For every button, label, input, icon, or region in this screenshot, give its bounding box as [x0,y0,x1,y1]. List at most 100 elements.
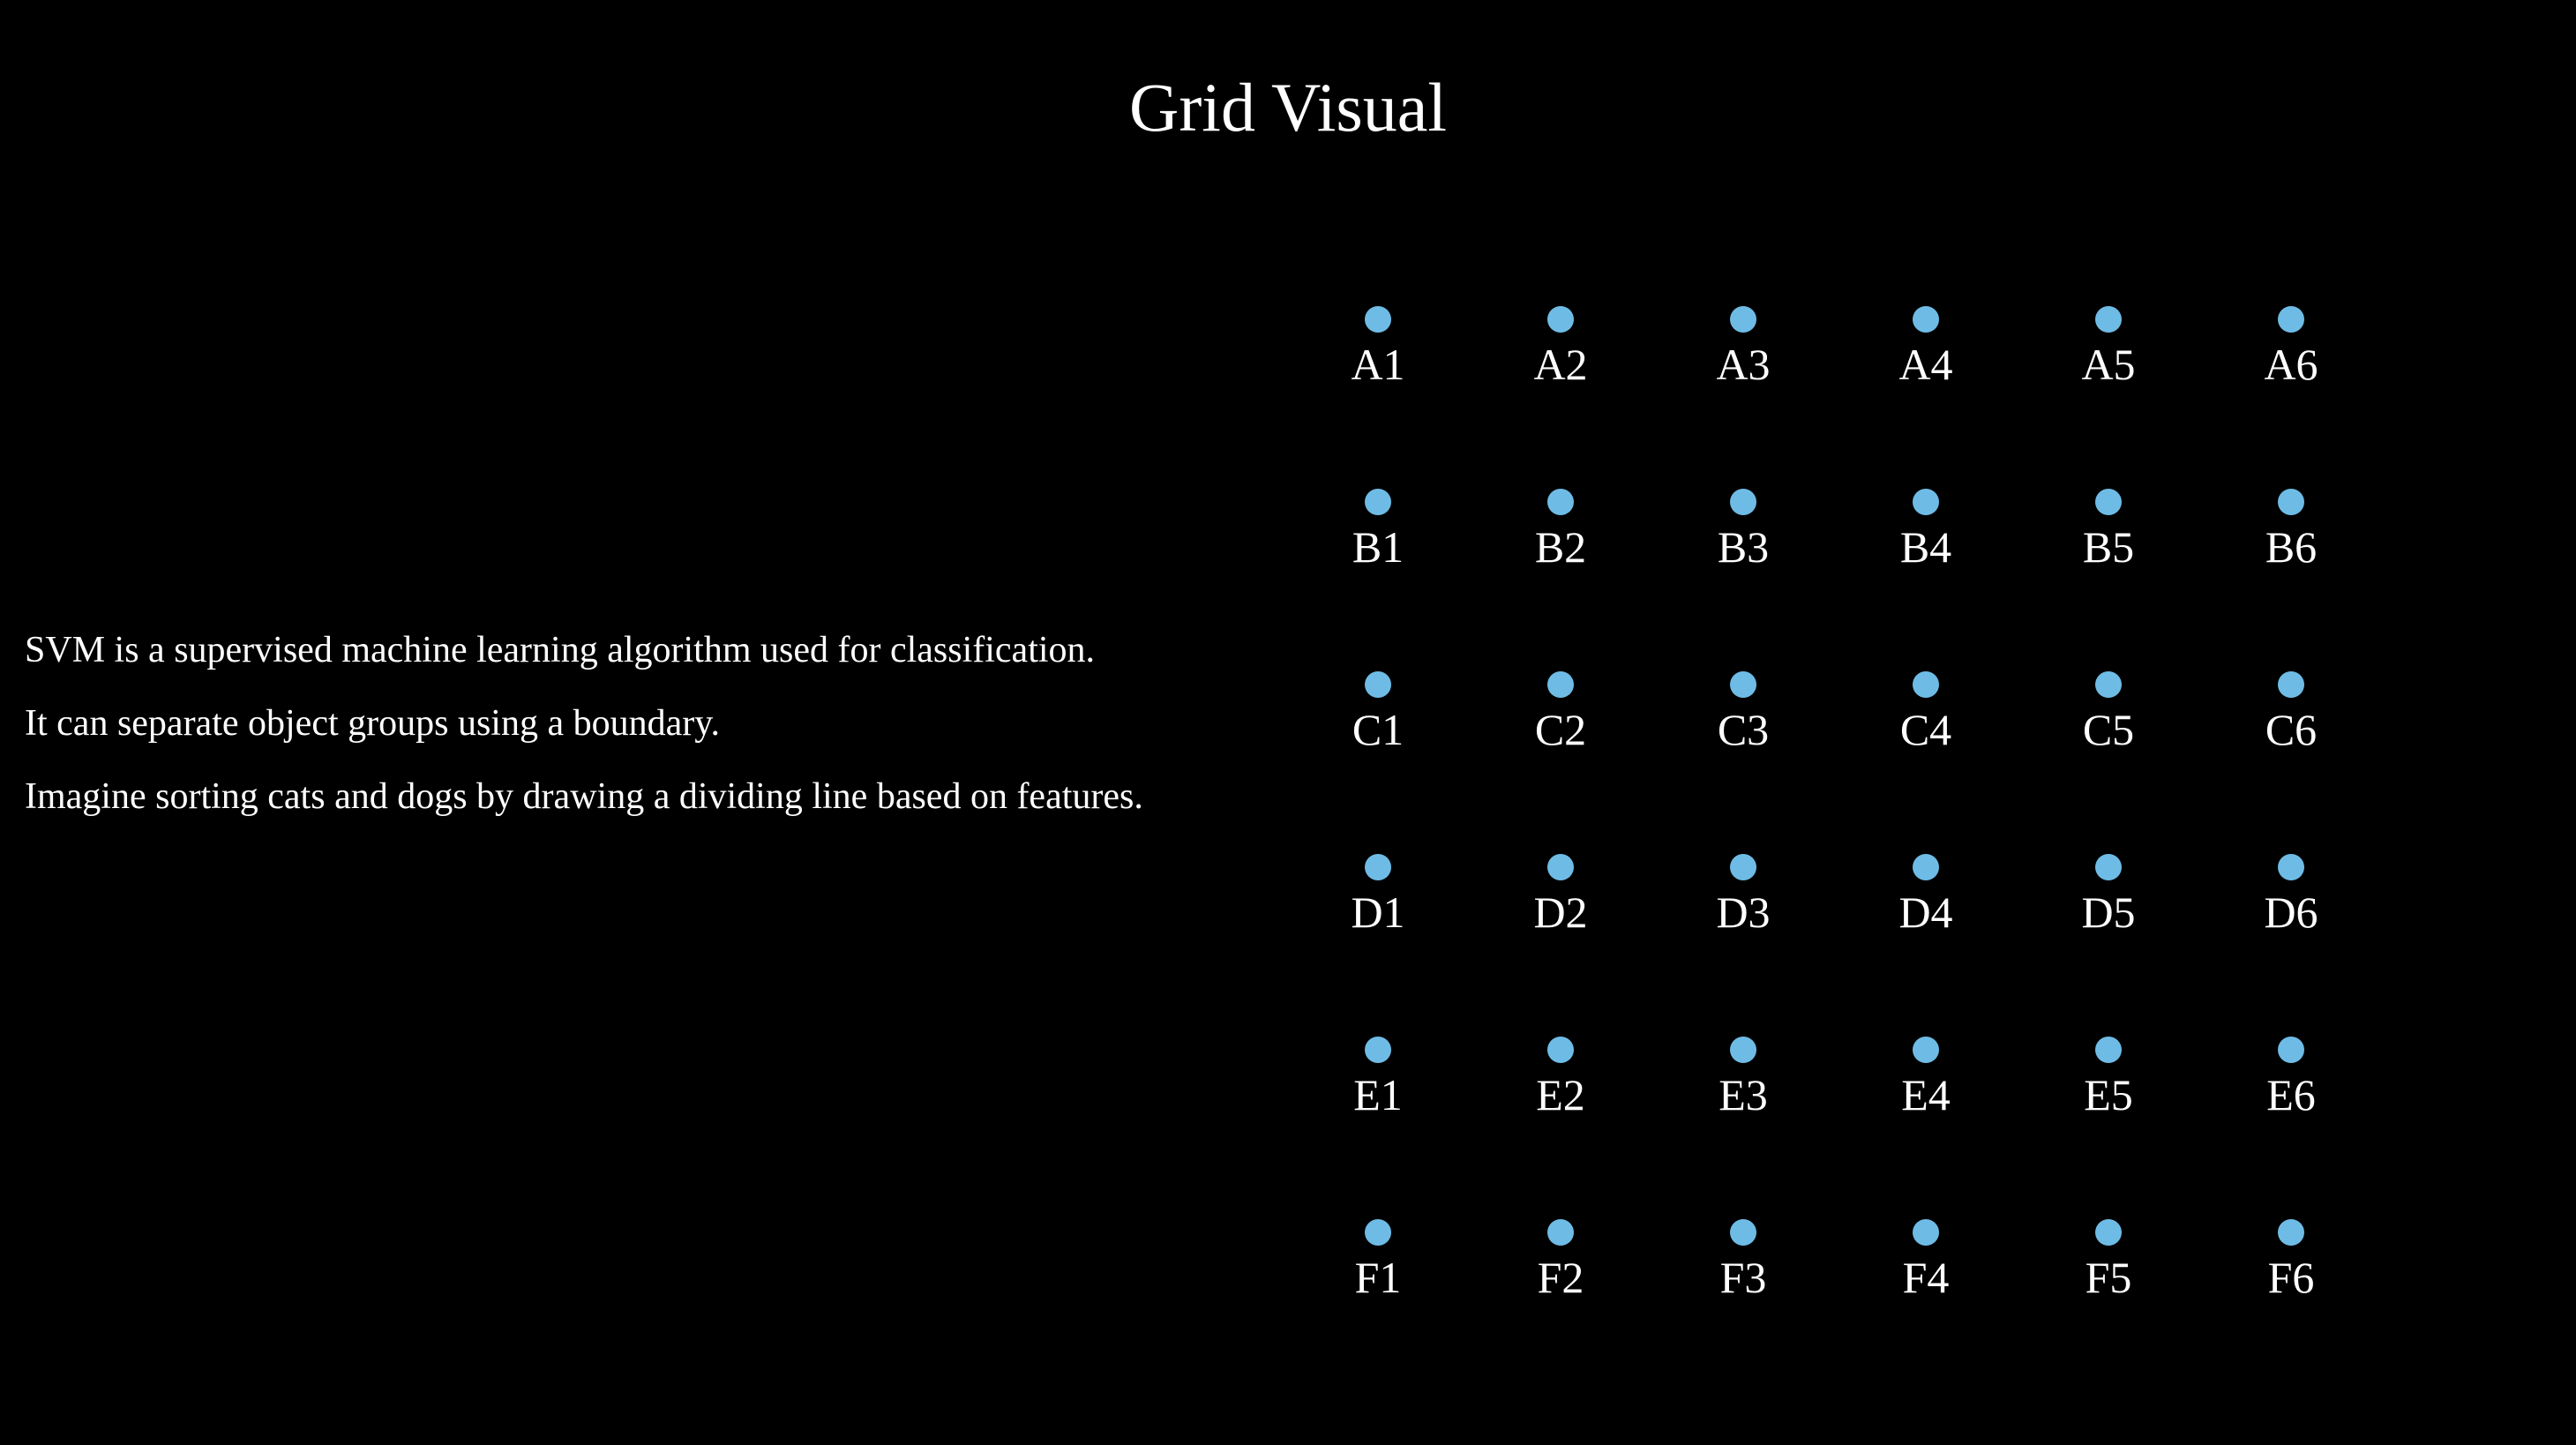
grid-node-label: E1 [1353,1070,1403,1119]
grid-dot [1913,671,1939,698]
grid-dot [2278,1037,2304,1063]
grid-dot [2278,306,2304,333]
grid-node-label: A5 [2081,340,2136,389]
grid-dot [1913,854,1939,880]
grid-node-label: C3 [1717,705,1770,754]
grid-node: E6 [2229,1037,2353,1134]
description-text: SVM is a supervised machine learning alg… [25,614,1313,834]
grid-node-label: A1 [1351,340,1405,389]
grid-node: C5 [2047,671,2170,768]
grid-node: E5 [2047,1037,2170,1134]
grid-node: D3 [1681,854,1805,951]
grid-dot [1913,1037,1939,1063]
grid-dot [2095,489,2122,515]
grid-node-label: D1 [1351,887,1405,937]
grid-node: F4 [1864,1219,1988,1316]
grid-dot [1730,1219,1756,1246]
grid-node-label: F2 [1537,1253,1584,1302]
grid-dot [1365,489,1391,515]
grid-dot [1547,1219,1574,1246]
grid-dot [2278,1219,2304,1246]
grid-node: B6 [2229,489,2353,586]
grid-node: A5 [2047,306,2170,403]
grid-dot [1547,1037,1574,1063]
grid-dot [1730,489,1756,515]
grid-dot [1365,671,1391,698]
grid-dot [1730,1037,1756,1063]
grid-node: D6 [2229,854,2353,951]
grid-node-label: B4 [1899,522,1952,572]
grid-dot [1365,306,1391,333]
grid-node-label: A2 [1533,340,1588,389]
grid-dot [2278,854,2304,880]
grid-dot [2095,306,2122,333]
grid-node: A6 [2229,306,2353,403]
grid-node-label: D2 [1533,887,1588,937]
grid-node: B3 [1681,489,1805,586]
grid-dot [1365,1037,1391,1063]
grid-node-label: F3 [1719,1253,1767,1302]
grid-node: E3 [1681,1037,1805,1134]
grid-dot [1913,306,1939,333]
grid-node: C1 [1316,671,1440,768]
grid-dot [1730,306,1756,333]
grid-node-label: C1 [1352,705,1404,754]
grid-node: F1 [1316,1219,1440,1316]
grid-node-label: C6 [2265,705,2318,754]
grid-dot [2278,671,2304,698]
grid-node-label: E6 [2266,1070,2316,1119]
grid-node: B5 [2047,489,2170,586]
grid-dot [2095,1219,2122,1246]
grid-node-label: D3 [1716,887,1771,937]
grid-node-label: E3 [1719,1070,1768,1119]
grid-node-label: E2 [1536,1070,1585,1119]
grid-node: C3 [1681,671,1805,768]
grid-dot [1913,1219,1939,1246]
grid-node-label: F1 [1354,1253,1402,1302]
grid-node-label: E4 [1901,1070,1951,1119]
grid-dot [1547,854,1574,880]
grid-node: E2 [1499,1037,1622,1134]
grid-node: F2 [1499,1219,1622,1316]
description-line: It can separate object groups using a bo… [25,703,721,744]
description-line: Imagine sorting cats and dogs by drawing… [25,776,1143,817]
grid-node: B4 [1864,489,1988,586]
grid-dot [2278,489,2304,515]
grid-node: D2 [1499,854,1622,951]
grid-node: A2 [1499,306,1622,403]
grid-dot [1547,671,1574,698]
grid-node-label: B6 [2265,522,2318,572]
grid-node: C2 [1499,671,1622,768]
grid-dot [1365,1219,1391,1246]
grid-node-label: B1 [1352,522,1404,572]
grid-node-label: D6 [2264,887,2318,937]
grid-node: C6 [2229,671,2353,768]
grid-node: F5 [2047,1219,2170,1316]
grid-dot [2095,1037,2122,1063]
grid-node-label: A3 [1716,340,1771,389]
grid-node-label: B3 [1717,522,1770,572]
grid-node: F6 [2229,1219,2353,1316]
grid-node-label: A4 [1898,340,1953,389]
grid-dot [1547,306,1574,333]
grid-node: E4 [1864,1037,1988,1134]
grid-dot [1730,854,1756,880]
grid-node: B1 [1316,489,1440,586]
grid-node-label: B2 [1534,522,1587,572]
grid-dot [2095,854,2122,880]
grid-node: A1 [1316,306,1440,403]
grid-node: F3 [1681,1219,1805,1316]
grid-dot [1547,489,1574,515]
grid-node-label: F4 [1902,1253,1950,1302]
grid-node-label: C2 [1534,705,1587,754]
grid-node-label: A6 [2264,340,2318,389]
grid-node-label: D4 [1898,887,1953,937]
grid-node: E1 [1316,1037,1440,1134]
grid-node-label: D5 [2081,887,2136,937]
grid-dot [1365,854,1391,880]
description-line: SVM is a supervised machine learning alg… [25,630,1096,670]
grid-node-label: C4 [1899,705,1952,754]
grid-dot [2095,671,2122,698]
grid-dot [1913,489,1939,515]
